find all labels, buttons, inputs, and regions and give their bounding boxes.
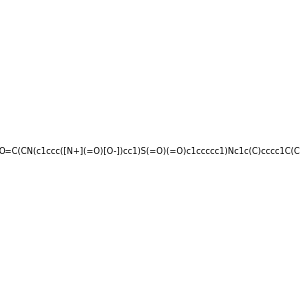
Text: O=C(CN(c1ccc([N+](=O)[O-])cc1)S(=O)(=O)c1ccccc1)Nc1c(C)cccc1C(C)C: O=C(CN(c1ccc([N+](=O)[O-])cc1)S(=O)(=O)c… <box>0 147 300 156</box>
